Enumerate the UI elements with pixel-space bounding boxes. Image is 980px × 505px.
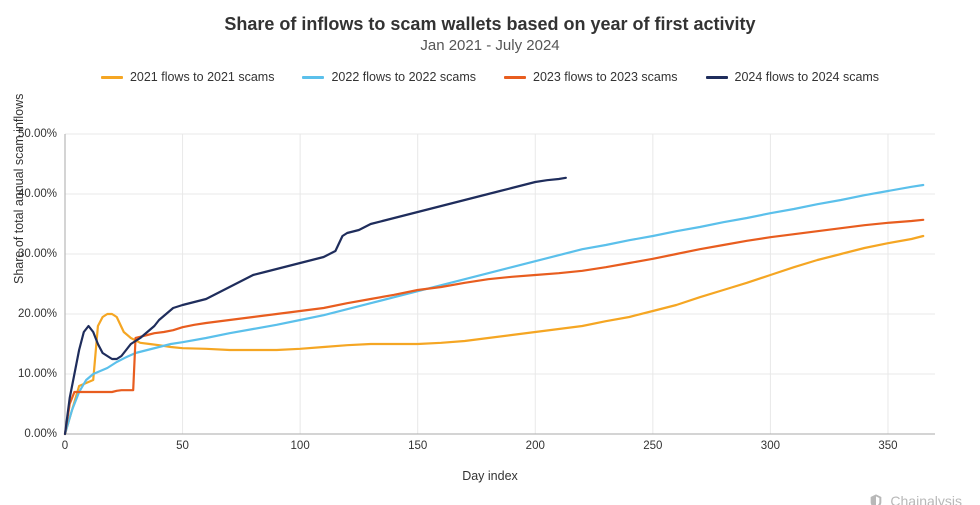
legend-swatch xyxy=(302,76,324,79)
y-tick-label: 0.00% xyxy=(24,428,57,440)
legend-label: 2024 flows to 2024 scams xyxy=(735,70,880,84)
y-tick-label: 30.00% xyxy=(18,248,57,260)
legend-label: 2021 flows to 2021 scams xyxy=(130,70,275,84)
x-tick-label: 100 xyxy=(291,440,310,452)
brand-text: Chainalysis xyxy=(890,493,962,505)
legend: 2021 flows to 2021 scams 2022 flows to 20… xyxy=(0,70,980,84)
x-tick-label: 300 xyxy=(761,440,780,452)
legend-swatch xyxy=(706,76,728,79)
plot-area: 0.00%10.00%20.00%30.00%40.00%50.00%05010… xyxy=(65,134,935,434)
chart-subtitle: Jan 2021 - July 2024 xyxy=(0,37,980,54)
chart-container: Share of inflows to scam wallets based o… xyxy=(0,14,980,505)
y-tick-label: 10.00% xyxy=(18,368,57,380)
y-tick-label: 20.00% xyxy=(18,308,57,320)
x-tick-label: 150 xyxy=(408,440,427,452)
series-line xyxy=(65,220,923,434)
x-tick-label: 250 xyxy=(643,440,662,452)
series-line xyxy=(65,236,923,434)
chainalysis-icon xyxy=(868,493,884,505)
chart-title: Share of inflows to scam wallets based o… xyxy=(0,14,980,35)
x-tick-label: 0 xyxy=(62,440,68,452)
y-tick-label: 50.00% xyxy=(18,128,57,140)
legend-label: 2022 flows to 2022 scams xyxy=(331,70,476,84)
legend-swatch xyxy=(504,76,526,79)
legend-label: 2023 flows to 2023 scams xyxy=(533,70,678,84)
x-axis-title: Day index xyxy=(462,469,518,483)
x-tick-label: 350 xyxy=(878,440,897,452)
y-tick-label: 40.00% xyxy=(18,188,57,200)
legend-item: 2022 flows to 2022 scams xyxy=(302,70,476,84)
plot-svg xyxy=(65,134,935,434)
legend-item: 2024 flows to 2024 scams xyxy=(706,70,880,84)
series-line xyxy=(65,178,566,434)
x-tick-label: 50 xyxy=(176,440,189,452)
series-line xyxy=(65,185,923,434)
legend-item: 2021 flows to 2021 scams xyxy=(101,70,275,84)
legend-swatch xyxy=(101,76,123,79)
brand-logo: Chainalysis xyxy=(868,493,962,505)
legend-item: 2023 flows to 2023 scams xyxy=(504,70,678,84)
x-tick-label: 200 xyxy=(526,440,545,452)
